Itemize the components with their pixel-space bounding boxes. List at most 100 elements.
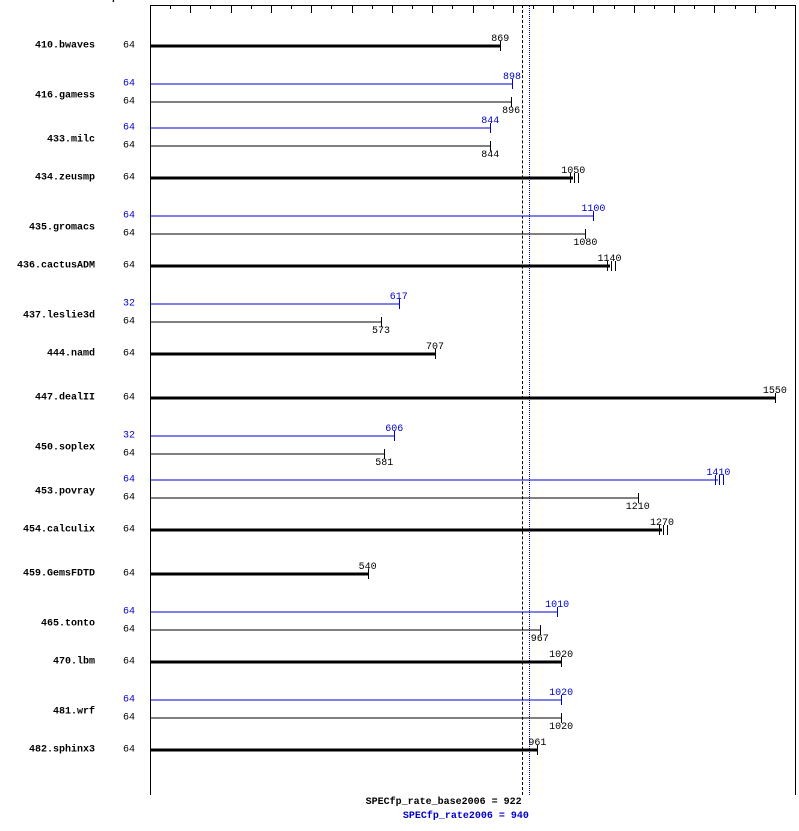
benchmark-name: 433.milc xyxy=(0,135,95,146)
value-label: 844 xyxy=(481,150,499,161)
value-label: 606 xyxy=(385,424,403,435)
benchmark-name: 454.calculix xyxy=(0,525,95,536)
x-tick-label: 0 xyxy=(147,0,153,4)
benchmark-bar xyxy=(150,353,435,356)
copies-value: 64 xyxy=(105,493,135,504)
x-tick-label: 1200 xyxy=(622,0,646,4)
benchmark-name: 436.cactusADM xyxy=(0,261,95,272)
benchmark-name: 459.GemsFDTD xyxy=(0,569,95,580)
value-label: 1140 xyxy=(598,254,622,265)
copies-value: 64 xyxy=(105,625,135,636)
copies-value: 32 xyxy=(105,431,135,442)
copies-value: 64 xyxy=(105,173,135,184)
benchmark-bar xyxy=(150,128,490,129)
benchmark-name: 437.leslie3d xyxy=(0,311,95,322)
value-label: 1050 xyxy=(561,166,585,177)
copies-value: 64 xyxy=(105,713,135,724)
benchmark-bar xyxy=(150,529,662,532)
value-label: 1010 xyxy=(545,600,569,611)
copies-value: 64 xyxy=(105,695,135,706)
copies-value: 64 xyxy=(105,123,135,134)
copies-value: 64 xyxy=(105,79,135,90)
benchmark-name: 410.bwaves xyxy=(0,41,95,52)
benchmark-bar xyxy=(150,234,585,235)
x-tick-label: 300 xyxy=(262,0,280,4)
value-label: 1080 xyxy=(573,238,597,249)
x-tick-label: 1100 xyxy=(581,0,605,4)
x-tick-label: 1500 xyxy=(743,0,767,4)
value-label: 898 xyxy=(503,72,521,83)
benchmark-bar xyxy=(150,102,511,103)
benchmark-bar xyxy=(150,146,490,147)
benchmark-bar xyxy=(150,718,561,719)
value-label: 617 xyxy=(390,292,408,303)
benchmark-bar xyxy=(150,612,557,613)
copies-value: 64 xyxy=(105,141,135,152)
copies-value: 64 xyxy=(105,261,135,272)
x-tick-label: 1600 xyxy=(783,0,799,4)
copies-value: 64 xyxy=(105,657,135,668)
x-tick-label: 600 xyxy=(383,0,401,4)
benchmark-name: 481.wrf xyxy=(0,707,95,718)
benchmark-name: 447.dealII xyxy=(0,393,95,404)
copies-value: 64 xyxy=(105,569,135,580)
benchmark-bar xyxy=(150,45,500,48)
summary-base-label: SPECfp_rate_base2006 = 922 xyxy=(0,797,522,808)
benchmark-bar xyxy=(150,630,540,631)
benchmark-bar xyxy=(150,454,384,455)
x-tick-label: 1000 xyxy=(541,0,565,4)
copies-value: 64 xyxy=(105,525,135,536)
copies-value: 64 xyxy=(105,317,135,328)
copies-value: 64 xyxy=(105,97,135,108)
copies-value: 64 xyxy=(105,449,135,460)
benchmark-name: 434.zeusmp xyxy=(0,173,95,184)
benchmark-name: 453.povray xyxy=(0,487,95,498)
copies-header: Copies xyxy=(100,0,136,4)
benchmark-name: 450.soplex xyxy=(0,443,95,454)
value-label: 1020 xyxy=(549,722,573,733)
copies-value: 64 xyxy=(105,349,135,360)
reference-line xyxy=(529,5,530,795)
copies-value: 64 xyxy=(105,211,135,222)
value-label: 1410 xyxy=(706,468,730,479)
value-label: 1100 xyxy=(581,204,605,215)
benchmark-name: 444.namd xyxy=(0,349,95,360)
value-label: 707 xyxy=(426,342,444,353)
benchmark-bar xyxy=(150,700,561,701)
benchmark-bar xyxy=(150,480,718,481)
copies-value: 64 xyxy=(105,41,135,52)
benchmark-name: 482.sphinx3 xyxy=(0,745,95,756)
x-tick-label: 500 xyxy=(343,0,361,4)
benchmark-bar xyxy=(150,84,512,85)
value-label: 896 xyxy=(502,106,520,117)
value-label: 1020 xyxy=(549,650,573,661)
x-tick-label: 900 xyxy=(504,0,522,4)
copies-value: 64 xyxy=(105,393,135,404)
benchmark-bar xyxy=(150,498,638,499)
benchmark-bar xyxy=(150,749,537,752)
benchmark-bar xyxy=(150,661,561,664)
benchmark-name: 470.lbm xyxy=(0,657,95,668)
benchmark-bar xyxy=(150,436,394,437)
x-tick-label: 400 xyxy=(302,0,320,4)
benchmark-bar xyxy=(150,397,775,400)
value-label: 967 xyxy=(531,634,549,645)
benchmark-bar xyxy=(150,322,381,323)
value-label: 540 xyxy=(359,562,377,573)
benchmark-bar xyxy=(150,265,610,268)
summary-peak-label: SPECfp_rate2006 = 940 xyxy=(0,811,529,822)
x-tick-label: 800 xyxy=(463,0,481,4)
benchmark-bar xyxy=(150,216,593,217)
value-label: 581 xyxy=(375,458,393,469)
value-label: 1550 xyxy=(763,386,787,397)
value-label: 961 xyxy=(528,738,546,749)
benchmark-bar xyxy=(150,177,573,180)
copies-value: 64 xyxy=(105,607,135,618)
value-label: 1270 xyxy=(650,518,674,529)
x-tick-label: 100 xyxy=(181,0,199,4)
x-tick-label: 200 xyxy=(222,0,240,4)
benchmark-bar xyxy=(150,304,399,305)
benchmark-bar xyxy=(150,573,368,576)
copies-value: 32 xyxy=(105,299,135,310)
x-tick-label: 700 xyxy=(423,0,441,4)
